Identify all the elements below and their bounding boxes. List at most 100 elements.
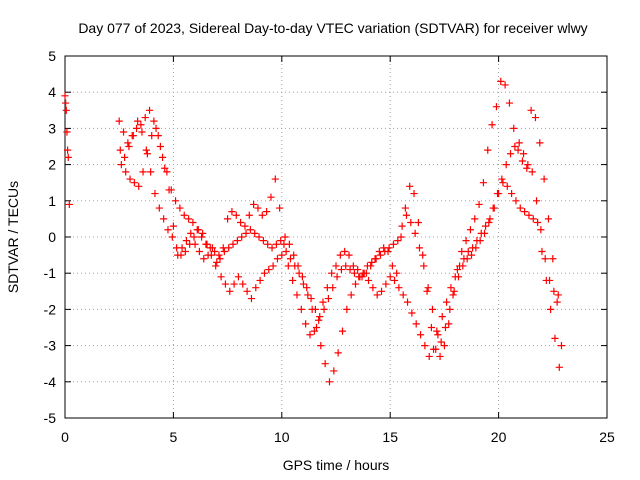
data-point	[143, 150, 151, 158]
data-point	[397, 233, 405, 241]
data-point	[233, 237, 241, 245]
data-point	[190, 233, 198, 241]
data-point	[377, 287, 386, 295]
data-point	[403, 298, 412, 306]
data-point	[312, 323, 321, 332]
data-point	[449, 291, 457, 299]
x-tick-label: 15	[382, 429, 398, 445]
data-point	[152, 124, 160, 132]
data-point	[272, 240, 280, 248]
data-point	[303, 284, 311, 292]
data-point	[230, 280, 238, 288]
data-point	[545, 276, 554, 285]
data-point	[64, 153, 72, 161]
data-point	[554, 291, 562, 299]
data-point	[246, 226, 254, 234]
data-point	[316, 313, 324, 321]
data-point	[475, 200, 483, 209]
data-point	[122, 168, 130, 176]
data-point	[247, 294, 256, 303]
data-point	[471, 215, 479, 223]
data-point	[250, 200, 258, 209]
data-point	[381, 247, 389, 256]
data-point	[532, 197, 541, 205]
data-point	[207, 251, 215, 259]
data-point	[480, 229, 489, 237]
y-tick-label: 2	[48, 157, 56, 173]
data-point	[148, 132, 156, 140]
data-point	[441, 323, 450, 332]
data-point	[518, 157, 527, 165]
data-point	[350, 269, 359, 277]
data-point	[317, 342, 325, 350]
data-point	[336, 251, 344, 259]
y-tick-label: -5	[44, 410, 57, 426]
data-point	[297, 305, 305, 313]
data-point	[134, 117, 142, 125]
data-point	[126, 175, 134, 183]
data-point	[524, 161, 532, 169]
data-point	[472, 244, 480, 252]
data-point	[486, 215, 494, 223]
data-point	[200, 255, 208, 263]
data-point	[425, 352, 433, 361]
y-tick-label: 3	[48, 120, 56, 136]
data-point	[549, 255, 557, 263]
data-point	[382, 280, 390, 288]
data-point	[398, 222, 406, 230]
data-point	[372, 255, 380, 263]
data-point	[343, 305, 351, 313]
data-point	[376, 251, 385, 259]
data-point	[278, 251, 286, 259]
data-point	[189, 218, 197, 227]
x-axis-label: GPS time / hours	[283, 457, 390, 473]
x-tick-label: 25	[599, 429, 615, 445]
data-point	[330, 367, 338, 375]
data-point	[61, 92, 69, 100]
data-point	[402, 211, 411, 219]
data-point	[501, 81, 509, 89]
data-point	[255, 233, 263, 241]
data-point	[64, 146, 72, 154]
data-point	[295, 269, 303, 277]
data-point	[550, 287, 558, 295]
data-point	[324, 294, 333, 303]
data-point	[62, 106, 70, 114]
data-point	[337, 265, 346, 274]
data-point	[433, 327, 441, 335]
data-point	[263, 208, 271, 216]
data-point	[503, 182, 511, 190]
data-point	[434, 331, 442, 339]
data-point	[161, 164, 169, 172]
data-point	[485, 218, 493, 227]
data-point	[551, 334, 559, 342]
data-point	[229, 240, 237, 248]
data-point	[186, 240, 194, 248]
data-point	[536, 139, 544, 147]
data-point	[302, 320, 310, 328]
data-point	[165, 186, 173, 194]
data-point	[462, 237, 470, 245]
data-point	[325, 378, 334, 386]
data-point	[284, 262, 292, 270]
data-point	[221, 280, 230, 288]
data-point	[125, 142, 133, 151]
data-point	[423, 287, 431, 295]
data-point	[277, 237, 285, 245]
data-point	[488, 121, 496, 129]
data-point	[194, 226, 202, 234]
data-point	[537, 226, 545, 234]
data-point	[540, 175, 548, 183]
data-point	[139, 168, 147, 176]
data-point	[286, 255, 295, 263]
data-point	[555, 363, 563, 371]
data-point	[184, 215, 193, 223]
data-point	[408, 309, 416, 317]
y-tick-label: -3	[44, 338, 57, 354]
x-tick-label: 20	[491, 429, 507, 445]
x-tick-label: 0	[61, 429, 69, 445]
data-point	[138, 128, 146, 136]
data-point	[450, 287, 458, 295]
data-point	[168, 233, 176, 241]
data-point	[187, 229, 195, 237]
